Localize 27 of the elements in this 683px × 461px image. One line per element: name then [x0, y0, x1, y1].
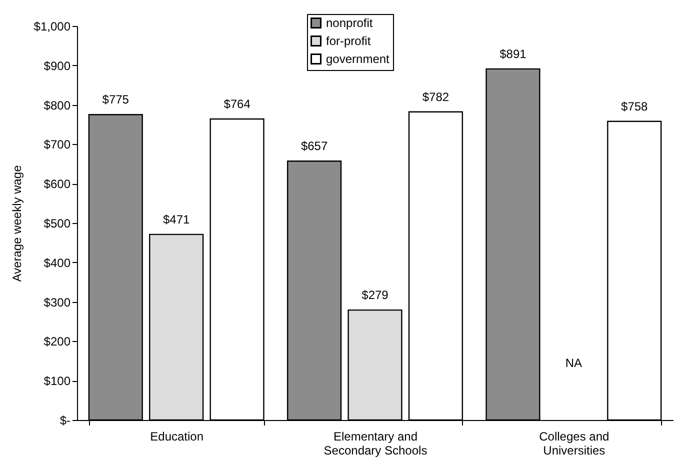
y-tick-label: $100	[44, 374, 71, 388]
data-label: $471	[162, 212, 190, 226]
data-label: $279	[362, 288, 389, 302]
y-tick-label: $-	[60, 414, 70, 428]
legend-label: nonprofit	[326, 16, 374, 30]
x-tick-label: Education	[150, 430, 204, 444]
legend-label: for-profit	[326, 34, 372, 48]
data-label: $775	[102, 92, 130, 107]
data-label: $657	[300, 139, 328, 154]
legend-label: government	[326, 52, 390, 66]
y-tick-label: $600	[44, 177, 71, 192]
x-tick-label: Colleges and Universities	[539, 430, 610, 458]
y-tick-label: $900	[44, 58, 71, 73]
y-tick-label: $500	[44, 216, 71, 230]
data-label: $782	[422, 90, 450, 104]
y-tick-label: $1,000	[34, 20, 71, 34]
y-tick-label: $200	[44, 334, 71, 349]
y-tick-label: $300	[44, 295, 71, 310]
data-label: $764	[224, 96, 251, 111]
text: NA	[565, 356, 582, 370]
y-tick-label: $700	[44, 138, 71, 152]
y-axis-title: Average weekly wage	[10, 164, 24, 282]
x-tick-label: Elementary and Secondary Schools	[324, 430, 428, 458]
y-tick-label: $400	[44, 256, 71, 270]
data-label: $758	[621, 99, 648, 114]
data-label: $891	[500, 46, 527, 61]
y-tick-label: $800	[44, 98, 71, 112]
